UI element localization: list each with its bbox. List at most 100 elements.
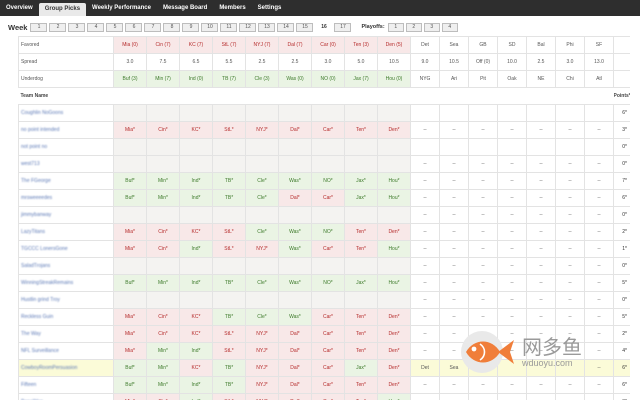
pick-cell[interactable]: --: [410, 325, 440, 343]
pick-cell[interactable]: [113, 155, 147, 173]
pick-cell[interactable]: [212, 257, 246, 275]
pick-cell[interactable]: --: [526, 121, 556, 139]
pick-cell[interactable]: Ind*: [179, 376, 213, 394]
pick-cell[interactable]: --: [468, 223, 498, 241]
pick-cell[interactable]: Ind*: [179, 240, 213, 258]
pick-cell[interactable]: Hou*: [377, 393, 411, 400]
pick-cell[interactable]: Cin*: [146, 325, 180, 343]
pick-cell[interactable]: Ind*: [179, 189, 213, 207]
pick-cell[interactable]: [410, 104, 440, 122]
pick-cell[interactable]: --: [497, 121, 527, 139]
team-name-cell[interactable]: no point intended: [18, 121, 114, 139]
pick-cell[interactable]: KC*: [179, 308, 213, 326]
pick-cell[interactable]: --: [555, 274, 585, 292]
pick-cell[interactable]: NYJ*: [245, 240, 279, 258]
pick-cell[interactable]: [377, 155, 411, 173]
pick-cell[interactable]: StL*: [212, 325, 246, 343]
favored-cell[interactable]: SF: [584, 36, 614, 54]
pick-cell[interactable]: [212, 155, 246, 173]
team-name-cell[interactable]: NFL Surveillance: [18, 342, 114, 360]
pick-cell[interactable]: --: [526, 172, 556, 190]
spread-cell[interactable]: 2.5: [278, 53, 312, 71]
pick-cell[interactable]: --: [410, 274, 440, 292]
pick-cell[interactable]: Cle*: [245, 172, 279, 190]
pick-cell[interactable]: Min*: [146, 189, 180, 207]
pick-cell[interactable]: [212, 206, 246, 224]
pick-cell[interactable]: Jax*: [344, 274, 378, 292]
pick-cell[interactable]: Ind*: [179, 274, 213, 292]
pick-cell[interactable]: --: [555, 240, 585, 258]
pick-cell[interactable]: NO*: [311, 274, 345, 292]
week-button[interactable]: 13: [258, 22, 276, 32]
team-name-cell[interactable]: Reckless Guin: [18, 308, 114, 326]
team-name[interactable]: Coughlin NoGoons: [21, 110, 64, 116]
spread-cell[interactable]: 2.5: [526, 53, 556, 71]
pick-cell[interactable]: KC*: [179, 359, 213, 377]
pick-cell[interactable]: [497, 104, 527, 122]
pick-cell[interactable]: [377, 257, 411, 275]
underdog-cell[interactable]: Ind (0): [179, 70, 213, 88]
pick-cell[interactable]: Buf*: [113, 189, 147, 207]
spread-cell[interactable]: 3.0: [311, 53, 345, 71]
pick-cell[interactable]: Buf*: [113, 274, 147, 292]
pick-cell[interactable]: Car*: [311, 325, 345, 343]
pick-cell[interactable]: Den*: [377, 121, 411, 139]
pick-cell[interactable]: --: [497, 172, 527, 190]
pick-cell[interactable]: --: [468, 172, 498, 190]
team-name[interactable]: west713: [21, 161, 40, 167]
pick-cell[interactable]: [245, 291, 279, 309]
pick-cell[interactable]: Ten*: [344, 223, 378, 241]
week-button[interactable]: 2: [49, 22, 67, 32]
pick-cell[interactable]: [113, 257, 147, 275]
pick-cell[interactable]: --: [410, 121, 440, 139]
pick-cell[interactable]: Car*: [311, 342, 345, 360]
pick-cell[interactable]: [377, 138, 411, 156]
pick-cell[interactable]: Mia*: [113, 121, 147, 139]
playoff-button[interactable]: 4: [441, 22, 458, 32]
pick-cell[interactable]: Buf*: [113, 376, 147, 394]
pick-cell[interactable]: [179, 104, 213, 122]
pick-cell[interactable]: --: [468, 393, 498, 400]
pick-cell[interactable]: --: [584, 172, 614, 190]
underdog-cell[interactable]: Buf (3): [113, 70, 147, 88]
underdog-cell[interactable]: Oak: [497, 70, 527, 88]
pick-cell[interactable]: --: [584, 121, 614, 139]
pick-cell[interactable]: [377, 104, 411, 122]
pick-cell[interactable]: Jax*: [344, 189, 378, 207]
pick-cell[interactable]: KC*: [179, 121, 213, 139]
week-button[interactable]: 1: [30, 22, 48, 32]
pick-cell[interactable]: --: [584, 291, 614, 309]
pick-cell[interactable]: [311, 257, 345, 275]
pick-cell[interactable]: Den*: [377, 342, 411, 360]
team-name-cell[interactable]: west713: [18, 155, 114, 173]
week-button[interactable]: 5: [106, 22, 124, 32]
pick-cell[interactable]: Was*: [278, 308, 312, 326]
team-name[interactable]: no point intended: [21, 127, 60, 133]
favored-cell[interactable]: KC (7): [179, 36, 213, 54]
team-name[interactable]: LazyTitans: [21, 229, 45, 235]
pick-cell[interactable]: Mia*: [113, 223, 147, 241]
pick-cell[interactable]: Car*: [311, 121, 345, 139]
pick-cell[interactable]: [146, 155, 180, 173]
pick-cell[interactable]: --: [526, 189, 556, 207]
team-name[interactable]: The Way: [21, 331, 41, 337]
week-button[interactable]: 4: [87, 22, 105, 32]
pick-cell[interactable]: [278, 104, 312, 122]
pick-cell[interactable]: Cin*: [146, 223, 180, 241]
pick-cell[interactable]: --: [468, 257, 498, 275]
pick-cell[interactable]: --: [468, 376, 498, 394]
pick-cell[interactable]: Cle*: [245, 189, 279, 207]
pick-cell[interactable]: Buf*: [113, 359, 147, 377]
pick-cell[interactable]: Car*: [311, 359, 345, 377]
pick-cell[interactable]: [377, 291, 411, 309]
pick-cell[interactable]: [278, 138, 312, 156]
team-name-cell[interactable]: Hustlin grind Troy: [18, 291, 114, 309]
spread-cell[interactable]: 2.5: [245, 53, 279, 71]
pick-cell[interactable]: [311, 206, 345, 224]
pick-cell[interactable]: [278, 206, 312, 224]
pick-cell[interactable]: --: [526, 223, 556, 241]
pick-cell[interactable]: Dal*: [278, 359, 312, 377]
pick-cell[interactable]: Cin*: [146, 308, 180, 326]
pick-cell[interactable]: NYJ*: [245, 121, 279, 139]
pick-cell[interactable]: Car*: [311, 376, 345, 394]
